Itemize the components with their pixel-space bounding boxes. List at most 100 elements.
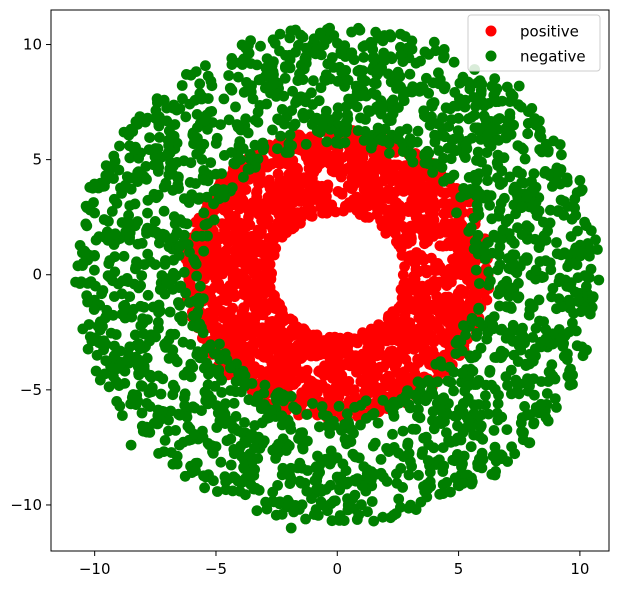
negative-point bbox=[253, 74, 265, 86]
positive-point bbox=[455, 299, 466, 311]
negative-point bbox=[199, 219, 211, 231]
points-layer bbox=[70, 22, 605, 534]
negative-point bbox=[294, 475, 306, 487]
negative-point bbox=[284, 62, 296, 74]
negative-point bbox=[233, 140, 245, 152]
negative-point bbox=[465, 352, 477, 364]
negative-point bbox=[505, 282, 517, 294]
negative-point bbox=[290, 24, 301, 36]
negative-point bbox=[433, 67, 444, 79]
positive-point bbox=[268, 204, 280, 216]
negative-point bbox=[339, 419, 350, 430]
positive-point bbox=[359, 378, 371, 390]
negative-point bbox=[406, 43, 418, 55]
negative-point bbox=[135, 300, 147, 312]
negative-point bbox=[183, 197, 195, 208]
positive-point bbox=[223, 233, 235, 245]
negative-point bbox=[569, 202, 580, 214]
x-tick-label: −10 bbox=[79, 560, 111, 578]
positive-point bbox=[440, 291, 451, 303]
negative-point bbox=[355, 419, 366, 431]
negative-point bbox=[393, 493, 405, 505]
negative-point bbox=[482, 175, 493, 187]
negative-point bbox=[473, 316, 485, 328]
x-tick-label: −5 bbox=[205, 560, 227, 578]
positive-point bbox=[389, 225, 401, 237]
negative-point bbox=[174, 240, 186, 252]
positive-point bbox=[421, 335, 433, 346]
negative-point bbox=[213, 364, 225, 376]
positive-point bbox=[442, 238, 454, 249]
negative-point bbox=[475, 342, 487, 354]
negative-point bbox=[259, 379, 271, 391]
negative-point bbox=[100, 355, 112, 367]
negative-point bbox=[299, 53, 311, 64]
negative-point bbox=[403, 447, 415, 459]
negative-point bbox=[132, 167, 144, 178]
positive-point bbox=[211, 244, 223, 256]
negative-point bbox=[544, 170, 556, 182]
negative-point bbox=[395, 49, 407, 61]
negative-point bbox=[496, 411, 508, 423]
negative-point bbox=[89, 207, 100, 219]
negative-point bbox=[533, 294, 545, 306]
negative-point bbox=[437, 395, 449, 407]
negative-point bbox=[126, 311, 138, 323]
negative-point bbox=[250, 482, 262, 494]
negative-point bbox=[500, 371, 512, 383]
negative-point bbox=[516, 201, 528, 213]
negative-point bbox=[223, 114, 235, 126]
negative-point bbox=[239, 417, 250, 428]
negative-point bbox=[321, 136, 333, 148]
negative-point bbox=[470, 175, 482, 187]
positive-point bbox=[329, 331, 341, 343]
negative-point bbox=[211, 132, 223, 144]
negative-point bbox=[294, 74, 306, 85]
positive-point bbox=[239, 278, 251, 290]
negative-point bbox=[517, 428, 529, 440]
positive-point bbox=[393, 302, 405, 314]
negative-point bbox=[457, 478, 469, 489]
negative-point bbox=[538, 230, 550, 242]
negative-point bbox=[466, 478, 477, 490]
positive-point bbox=[408, 343, 420, 355]
negative-point bbox=[163, 125, 175, 137]
y-tick-label: −5 bbox=[20, 381, 42, 399]
positive-point bbox=[346, 162, 358, 174]
negative-point bbox=[232, 121, 244, 133]
negative-point bbox=[488, 229, 500, 241]
negative-point bbox=[475, 420, 487, 432]
negative-point bbox=[239, 436, 251, 448]
negative-point bbox=[348, 54, 360, 66]
negative-point bbox=[247, 93, 259, 105]
negative-point bbox=[366, 496, 378, 507]
negative-point bbox=[511, 188, 523, 200]
negative-point bbox=[226, 182, 238, 194]
negative-point bbox=[368, 515, 380, 527]
negative-point bbox=[556, 301, 568, 313]
negative-point bbox=[516, 229, 528, 241]
negative-point bbox=[228, 157, 240, 169]
negative-point bbox=[124, 152, 136, 164]
negative-point bbox=[442, 375, 454, 387]
positive-point bbox=[251, 294, 262, 306]
positive-point bbox=[478, 288, 490, 299]
negative-point bbox=[325, 73, 336, 85]
x-axis: −10 −5 0 5 10 bbox=[79, 551, 589, 578]
negative-point bbox=[321, 420, 333, 432]
negative-point bbox=[241, 77, 252, 88]
negative-point bbox=[185, 371, 197, 383]
positive-point bbox=[267, 192, 279, 204]
negative-point bbox=[136, 270, 148, 281]
negative-point bbox=[82, 296, 93, 308]
negative-point bbox=[540, 412, 552, 423]
negative-point bbox=[437, 442, 449, 453]
negative-point bbox=[403, 399, 415, 410]
negative-point bbox=[233, 368, 245, 379]
negative-point bbox=[251, 505, 263, 517]
negative-point bbox=[495, 347, 507, 359]
positive-point bbox=[234, 229, 246, 241]
y-tick-label: −10 bbox=[10, 496, 42, 514]
negative-point bbox=[152, 159, 164, 171]
positive-point bbox=[381, 156, 393, 168]
